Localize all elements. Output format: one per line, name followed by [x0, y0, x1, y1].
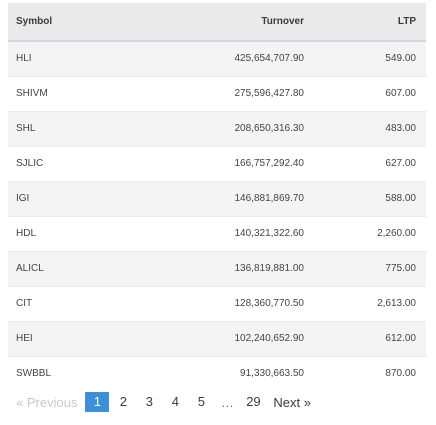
symbol-cell: SHL [8, 110, 118, 146]
turnover-cell: 128,360,770.50 [118, 285, 304, 321]
table-row: CIT 128,360,770.50 2,613.00 [8, 285, 426, 321]
table-row: SHIVM 275,596,427.80 607.00 [8, 75, 426, 111]
ltp-cell: 607.00 [304, 75, 426, 111]
ltp-cell: 2,613.00 [304, 285, 426, 321]
symbol-cell: SWBBL [8, 355, 118, 391]
previous-page-button: « Previous [16, 394, 78, 410]
table-header: Symbol Turnover LTP [8, 3, 426, 42]
symbol-cell: HLI [8, 40, 118, 76]
table-row: SWBBL 91,330,663.50 870.00 [8, 355, 426, 391]
table-row: ALICL 136,819,881.00 775.00 [8, 250, 426, 286]
page-button-3[interactable]: 3 [145, 394, 154, 409]
turnover-cell: 275,596,427.80 [118, 75, 304, 111]
turnover-cell: 136,819,881.00 [118, 250, 304, 286]
ltp-cell: 549.00 [304, 40, 426, 76]
symbol-cell: HEI [8, 320, 118, 356]
ltp-cell: 775.00 [304, 250, 426, 286]
table-row: SJLIC 166,757,292.40 627.00 [8, 145, 426, 181]
turnover-cell: 102,240,652.90 [118, 320, 304, 356]
turnover-cell: 208,650,316.30 [118, 110, 304, 146]
table-row: HDL 140,321,322.60 2,260.00 [8, 215, 426, 251]
symbol-cell: ALICL [8, 250, 118, 286]
ltp-cell: 612.00 [304, 320, 426, 356]
turnover-cell: 146,881,869.70 [118, 180, 304, 216]
header-row: Symbol Turnover LTP [8, 3, 426, 42]
turnover-cell: 140,321,322.60 [118, 215, 304, 251]
symbol-cell: SJLIC [8, 145, 118, 181]
turnover-table: Symbol Turnover LTP HLI 425,654,707.90 5… [8, 3, 426, 391]
ltp-cell: 483.00 [304, 110, 426, 146]
page-button-4[interactable]: 4 [171, 394, 180, 409]
header-symbol[interactable]: Symbol [8, 3, 118, 42]
turnover-cell: 166,757,292.40 [118, 145, 304, 181]
ltp-cell: 2,260.00 [304, 215, 426, 251]
page-button-5[interactable]: 5 [197, 394, 206, 409]
symbol-cell: HDL [8, 215, 118, 251]
page-button-2[interactable]: 2 [119, 394, 128, 409]
table-row: HEI 102,240,652.90 612.00 [8, 320, 426, 356]
page-button-last[interactable]: 29 [246, 394, 261, 409]
symbol-cell: CIT [8, 285, 118, 321]
table-row: SHL 208,650,316.30 483.00 [8, 110, 426, 146]
turnover-cell: 425,654,707.90 [118, 40, 304, 76]
turnover-cell: 91,330,663.50 [118, 355, 304, 391]
symbol-cell: SHIVM [8, 75, 118, 111]
page-button-1[interactable]: 1 [85, 392, 110, 412]
ltp-cell: 870.00 [304, 355, 426, 391]
header-turnover[interactable]: Turnover [118, 3, 304, 42]
pagination-ellipsis: … [220, 394, 234, 410]
next-page-button[interactable]: Next » [273, 394, 311, 410]
table-row: IGI 146,881,869.70 588.00 [8, 180, 426, 216]
ltp-cell: 627.00 [304, 145, 426, 181]
ltp-cell: 588.00 [304, 180, 426, 216]
table-body: HLI 425,654,707.90 549.00 SHIVM 275,596,… [8, 40, 426, 391]
symbol-cell: IGI [8, 180, 118, 216]
table-row: HLI 425,654,707.90 549.00 [8, 40, 426, 76]
pagination: « Previous 1 2 3 4 5 … 29 Next » [8, 391, 311, 413]
header-ltp[interactable]: LTP [304, 3, 426, 42]
